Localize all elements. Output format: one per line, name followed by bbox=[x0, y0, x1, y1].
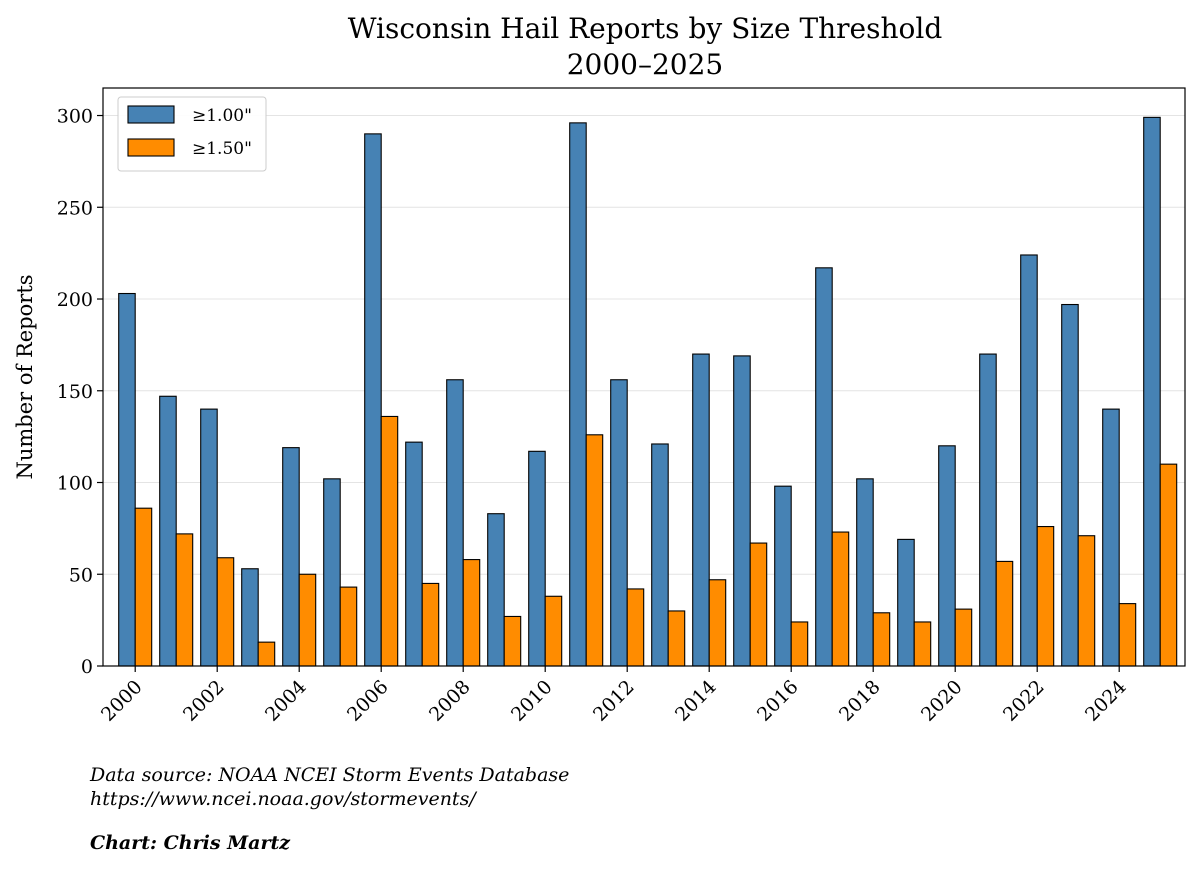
y-tick-label-300: 300 bbox=[57, 106, 93, 128]
legend-swatch-ge1-00 bbox=[127, 105, 175, 124]
bar-ge1-50-2016 bbox=[790, 621, 809, 667]
bar-ge1-50-2020 bbox=[954, 608, 973, 667]
y-tick-label-200: 200 bbox=[57, 289, 93, 311]
bar-ge1-50-2002 bbox=[216, 557, 235, 667]
bar-ge1-00-2003 bbox=[241, 568, 259, 667]
bar-ge1-50-2000 bbox=[134, 507, 153, 667]
bar-ge1-00-2009 bbox=[487, 513, 505, 667]
bar-ge1-50-2014 bbox=[708, 579, 727, 667]
x-tick-label-2020: 2020 bbox=[917, 676, 967, 726]
bar-ge1-00-2008 bbox=[446, 379, 464, 667]
plot-frame bbox=[102, 87, 1186, 667]
y-axis-label: Number of Reports bbox=[13, 274, 37, 479]
bar-ge1-00-2018 bbox=[856, 478, 874, 667]
bar-ge1-00-2020 bbox=[938, 445, 956, 667]
bar-ge1-00-2021 bbox=[979, 353, 997, 667]
bar-ge1-00-2011 bbox=[569, 122, 587, 667]
bar-ge1-50-2017 bbox=[831, 531, 850, 667]
bar-ge1-50-2024 bbox=[1118, 603, 1137, 667]
x-tick-label-2024: 2024 bbox=[1081, 676, 1131, 726]
bar-ge1-50-2018 bbox=[872, 612, 891, 667]
x-tick-label-2018: 2018 bbox=[835, 676, 885, 726]
bar-ge1-50-2021 bbox=[995, 560, 1014, 667]
y-tick-label-250: 250 bbox=[57, 197, 93, 219]
legend-label-ge1-50: ≥1.50" bbox=[192, 139, 252, 159]
bar-ge1-50-2012 bbox=[626, 588, 645, 667]
bar-ge1-50-2004 bbox=[298, 573, 317, 667]
x-tick-label-2012: 2012 bbox=[589, 676, 639, 726]
bar-ge1-00-2017 bbox=[815, 267, 833, 667]
bar-ge1-50-2006 bbox=[380, 415, 399, 667]
bar-ge1-00-2004 bbox=[282, 447, 300, 667]
bar-ge1-50-2019 bbox=[913, 621, 932, 667]
bar-ge1-50-2025 bbox=[1159, 463, 1178, 667]
bar-ge1-00-2005 bbox=[323, 478, 341, 667]
source-line-1: Data source: NOAA NCEI Storm Events Data… bbox=[90, 764, 570, 786]
bar-ge1-50-2001 bbox=[175, 533, 194, 667]
bar-ge1-50-2009 bbox=[503, 615, 522, 667]
bar-ge1-00-2013 bbox=[651, 443, 669, 667]
bar-ge1-00-2022 bbox=[1020, 254, 1038, 667]
x-tick-label-2002: 2002 bbox=[179, 676, 229, 726]
bar-ge1-00-2000 bbox=[118, 292, 136, 667]
bar-ge1-50-2011 bbox=[585, 434, 604, 667]
bar-ge1-00-2012 bbox=[610, 379, 628, 667]
bar-ge1-00-2019 bbox=[897, 538, 915, 667]
x-axis: 2000 2002 2004 2006 2008 2010 2012 2014 2016 2018… bbox=[97, 666, 1131, 726]
bar-ge1-00-2002 bbox=[200, 408, 218, 667]
x-tick-label-2008: 2008 bbox=[425, 676, 475, 726]
x-tick-label-2016: 2016 bbox=[753, 676, 803, 726]
x-tick-label-2006: 2006 bbox=[343, 676, 393, 726]
x-tick-label-2010: 2010 bbox=[507, 676, 557, 726]
bar-ge1-50-2007 bbox=[421, 582, 440, 667]
bar-ge1-50-2015 bbox=[749, 542, 768, 667]
source-line-2: https://www.ncei.noaa.gov/stormevents/ bbox=[90, 788, 476, 810]
bar-ge1-50-2013 bbox=[667, 610, 686, 667]
chart-title: Wisconsin Hail Reports by Size Threshold bbox=[348, 12, 943, 45]
legend: ≥1.00" ≥1.50" bbox=[117, 96, 267, 172]
bar-ge1-00-2014 bbox=[692, 353, 710, 667]
chart-subtitle: 2000–2025 bbox=[567, 48, 724, 81]
bars-group bbox=[118, 116, 1178, 667]
x-tick-label-2014: 2014 bbox=[671, 676, 721, 726]
bar-ge1-50-2010 bbox=[544, 595, 563, 667]
bar-ge1-00-2015 bbox=[733, 355, 751, 667]
y-tick-label-150: 150 bbox=[57, 381, 93, 403]
bar-ge1-00-2016 bbox=[774, 485, 792, 667]
hail-bar-chart: Wisconsin Hail Reports by Size Threshold… bbox=[13, 12, 1186, 726]
bar-ge1-00-2023 bbox=[1061, 303, 1079, 667]
bar-ge1-50-2008 bbox=[462, 559, 481, 667]
x-tick-label-2022: 2022 bbox=[999, 676, 1049, 726]
y-tick-label-50: 50 bbox=[69, 564, 93, 586]
bar-ge1-50-2003 bbox=[257, 641, 276, 667]
bar-ge1-00-2001 bbox=[159, 395, 177, 667]
bar-ge1-00-2007 bbox=[405, 441, 423, 667]
chart-credit: Chart: Chris Martz bbox=[90, 832, 291, 854]
bar-ge1-50-2022 bbox=[1036, 525, 1055, 667]
bar-ge1-50-2023 bbox=[1077, 535, 1096, 667]
x-tick-label-2004: 2004 bbox=[261, 676, 311, 726]
y-axis: 0 50 100 150 200 250 300 bbox=[57, 106, 103, 678]
bar-ge1-00-2025 bbox=[1143, 116, 1161, 667]
legend-label-ge1-00: ≥1.00" bbox=[192, 106, 252, 126]
bar-ge1-00-2006 bbox=[364, 133, 382, 667]
legend-swatch-ge1-50 bbox=[127, 138, 175, 157]
y-tick-label-0: 0 bbox=[81, 656, 93, 678]
bar-ge1-00-2024 bbox=[1102, 408, 1120, 667]
x-tick-label-2000: 2000 bbox=[97, 676, 147, 726]
bar-ge1-50-2005 bbox=[339, 586, 358, 667]
bar-ge1-00-2010 bbox=[528, 450, 546, 667]
y-tick-label-100: 100 bbox=[57, 473, 93, 495]
